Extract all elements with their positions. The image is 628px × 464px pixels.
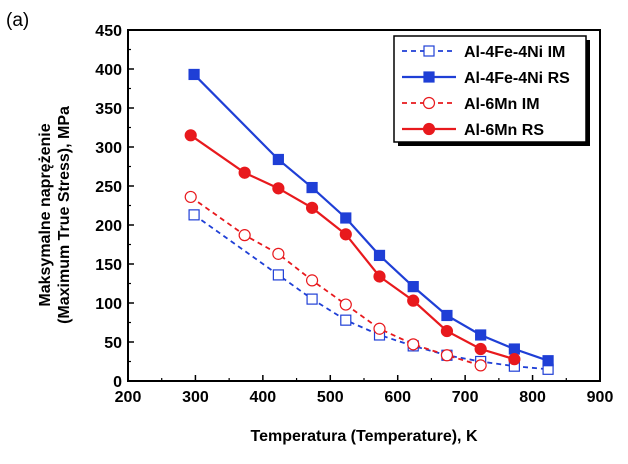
data-point-al-4fe-4ni-rs — [340, 212, 352, 224]
data-point-al-6mn-rs — [474, 342, 487, 356]
data-point-al-4fe-4ni-im — [306, 293, 318, 305]
data-point-al-4fe-4ni-im — [188, 209, 200, 221]
x-tick-label-900: 900 — [587, 389, 614, 406]
y-axis-title: Maksymalne naprężenie (Maximum True Stre… — [37, 106, 73, 324]
series-line-al-4fe-4ni-rs — [193, 73, 549, 362]
series-al-4fe-4ni-rs — [188, 68, 554, 367]
legend-label: Al-6Mn RS — [464, 122, 544, 139]
x-tick-label-300: 300 — [182, 389, 209, 406]
legend-label: Al-4Fe-4Ni RS — [464, 70, 570, 87]
data-point-al-6mn-rs — [339, 228, 352, 241]
series-al-6mn-im — [184, 190, 487, 372]
data-point-al-4fe-4ni-rs — [542, 355, 554, 367]
data-point-al-6mn-rs — [407, 294, 420, 307]
data-point-al-6mn-im — [184, 190, 197, 204]
data-point-al-6mn-rs — [238, 166, 251, 179]
data-point-al-6mn-im — [440, 349, 454, 362]
y-tick-label-150: 150 — [95, 257, 122, 274]
data-point-al-4fe-4ni-rs — [373, 249, 386, 262]
data-point-al-6mn-im — [407, 338, 420, 351]
data-point-al-6mn-im — [305, 274, 319, 287]
panel-label: (a) — [6, 10, 29, 31]
x-axis-title: Temperatura (Temperature), K — [250, 428, 477, 445]
x-tick-label-200: 200 — [115, 389, 142, 406]
legend-label: Al-6Mn IM — [464, 96, 540, 113]
data-point-al-4fe-4ni-rs — [475, 329, 487, 341]
data-point-al-6mn-im — [373, 322, 386, 335]
y-tick-label-0: 0 — [113, 374, 122, 391]
y-tick-label-400: 400 — [95, 62, 122, 79]
data-point-al-4fe-4ni-rs — [306, 181, 318, 194]
data-point-al-4fe-4ni-im — [340, 314, 352, 326]
y-tick-label-450: 450 — [95, 23, 122, 40]
x-tick-label-600: 600 — [384, 389, 411, 406]
plot-frame — [127, 29, 601, 382]
data-point-al-4fe-4ni-rs — [441, 309, 453, 322]
data-point-al-6mn-im — [238, 229, 251, 242]
data-point-al-4fe-4ni-rs — [407, 281, 419, 293]
data-point-al-6mn-im — [474, 359, 487, 372]
data-point-al-6mn-rs — [373, 270, 386, 283]
legend-item-al-4fe-4ni-rs: Al-4Fe-4Ni RS — [402, 70, 570, 87]
legend-label: Al-4Fe-4Ni IM — [464, 44, 565, 61]
series-line-al-4fe-4ni-im — [193, 214, 549, 371]
y-tick-label-250: 250 — [95, 179, 122, 196]
data-point-al-4fe-4ni-rs — [272, 153, 284, 166]
data-point-al-4fe-4ni-im — [272, 269, 284, 281]
x-tick-label-700: 700 — [452, 389, 479, 406]
legend: Al-4Fe-4Ni IM Al-4Fe-4Ni RS Al-6Mn IM Al-6M… — [393, 35, 590, 146]
legend-item-al-6mn-im: Al-6Mn IM — [402, 96, 540, 113]
x-tick-label-500: 500 — [317, 389, 344, 406]
y-axis-title-line2: (Maximum True Stress), MPa — [56, 106, 73, 324]
data-point-al-4fe-4ni-rs — [508, 343, 520, 355]
data-point-al-6mn-rs — [305, 201, 319, 214]
y-tick-label-300: 300 — [95, 140, 122, 157]
x-tick-label-400: 400 — [250, 389, 277, 406]
legend-marker — [422, 96, 436, 110]
data-point-al-6mn-rs — [184, 129, 197, 142]
legend-item-al-4fe-4ni-im: Al-4Fe-4Ni IM — [402, 44, 565, 61]
series-line-al-6mn-rs — [190, 134, 515, 361]
data-point-al-6mn-im — [272, 247, 285, 260]
data-point-al-6mn-im — [339, 298, 352, 311]
series-layer — [184, 68, 554, 375]
data-point-al-6mn-rs — [440, 324, 454, 338]
y-tick-label-50: 50 — [104, 335, 122, 352]
legend-marker — [423, 71, 435, 83]
x-tick-label-800: 800 — [519, 389, 546, 406]
data-point-al-4fe-4ni-rs — [188, 68, 200, 81]
series-al-6mn-rs — [184, 129, 521, 366]
data-point-al-6mn-rs — [272, 182, 285, 195]
data-point-al-6mn-rs — [508, 353, 521, 366]
y-tick-label-200: 200 — [95, 218, 122, 235]
series-line-al-6mn-im — [190, 196, 481, 367]
y-axis-title-line1: Maksymalne naprężenie — [37, 123, 54, 306]
legend-item-al-6mn-rs: Al-6Mn RS — [402, 122, 544, 139]
y-tick-label-350: 350 — [95, 101, 122, 118]
y-tick-label-100: 100 — [95, 296, 122, 313]
legend-marker — [422, 122, 436, 136]
legend-marker — [423, 45, 435, 57]
